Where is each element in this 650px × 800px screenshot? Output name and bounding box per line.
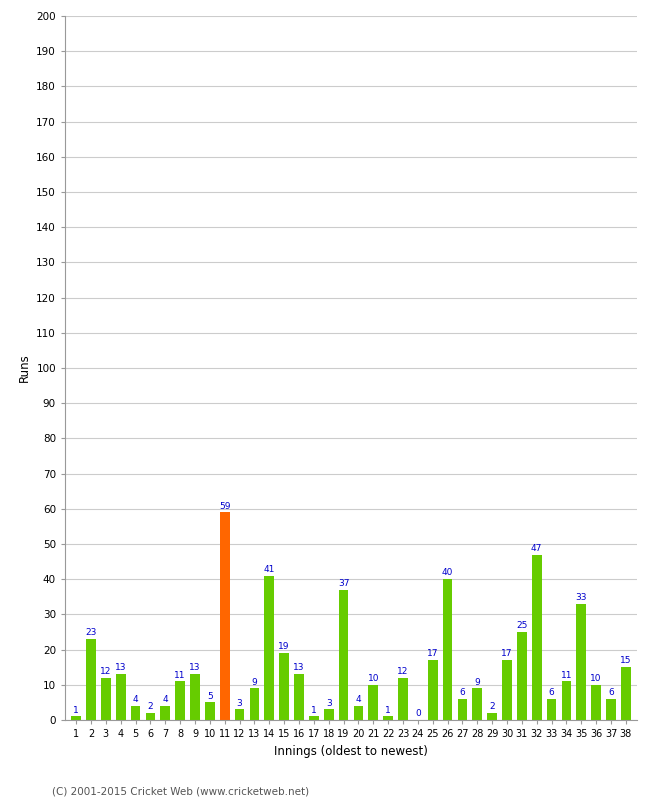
Bar xyxy=(146,713,155,720)
Bar xyxy=(280,653,289,720)
Text: 1: 1 xyxy=(311,706,317,714)
Bar xyxy=(86,639,96,720)
Text: 13: 13 xyxy=(115,663,127,673)
Text: 37: 37 xyxy=(338,579,349,588)
Bar xyxy=(339,590,348,720)
Text: 11: 11 xyxy=(561,670,572,679)
Text: 0: 0 xyxy=(415,710,421,718)
Text: 59: 59 xyxy=(219,502,231,510)
Bar xyxy=(443,579,452,720)
Text: 17: 17 xyxy=(501,650,513,658)
Text: 13: 13 xyxy=(293,663,305,673)
X-axis label: Innings (oldest to newest): Innings (oldest to newest) xyxy=(274,745,428,758)
Text: 9: 9 xyxy=(252,678,257,686)
Bar xyxy=(161,706,170,720)
Bar xyxy=(621,667,630,720)
Text: 4: 4 xyxy=(133,695,138,704)
Text: 11: 11 xyxy=(174,670,186,679)
Bar xyxy=(562,682,571,720)
Text: 3: 3 xyxy=(326,698,332,708)
Bar xyxy=(517,632,526,720)
Text: 3: 3 xyxy=(237,698,242,708)
Bar xyxy=(473,688,482,720)
Text: 2: 2 xyxy=(148,702,153,711)
Text: 6: 6 xyxy=(460,688,465,697)
Bar xyxy=(502,660,512,720)
Text: 6: 6 xyxy=(608,688,614,697)
Text: 40: 40 xyxy=(442,569,453,578)
Bar xyxy=(458,699,467,720)
Bar xyxy=(101,678,111,720)
Text: 15: 15 xyxy=(620,657,632,666)
Text: 10: 10 xyxy=(367,674,379,683)
Bar xyxy=(116,674,125,720)
Text: 47: 47 xyxy=(531,544,542,553)
Bar xyxy=(398,678,408,720)
Bar xyxy=(265,576,274,720)
Bar xyxy=(606,699,616,720)
Y-axis label: Runs: Runs xyxy=(18,354,31,382)
Bar xyxy=(532,554,541,720)
Bar xyxy=(235,710,244,720)
Bar xyxy=(592,685,601,720)
Bar xyxy=(176,682,185,720)
Text: 25: 25 xyxy=(516,622,528,630)
Bar xyxy=(309,717,318,720)
Text: 12: 12 xyxy=(100,667,112,676)
Text: 17: 17 xyxy=(427,650,439,658)
Bar xyxy=(324,710,333,720)
Text: 19: 19 xyxy=(278,642,290,651)
Bar xyxy=(384,717,393,720)
Bar xyxy=(428,660,437,720)
Bar xyxy=(205,702,214,720)
Bar xyxy=(547,699,556,720)
Text: 23: 23 xyxy=(85,628,97,638)
Bar xyxy=(577,604,586,720)
Text: 1: 1 xyxy=(385,706,391,714)
Bar xyxy=(369,685,378,720)
Bar xyxy=(250,688,259,720)
Text: 4: 4 xyxy=(356,695,361,704)
Bar xyxy=(72,717,81,720)
Text: 2: 2 xyxy=(489,702,495,711)
Text: (C) 2001-2015 Cricket Web (www.cricketweb.net): (C) 2001-2015 Cricket Web (www.cricketwe… xyxy=(52,786,309,796)
Text: 5: 5 xyxy=(207,692,213,701)
Bar xyxy=(190,674,200,720)
Text: 6: 6 xyxy=(549,688,554,697)
Text: 9: 9 xyxy=(474,678,480,686)
Text: 41: 41 xyxy=(264,565,275,574)
Text: 10: 10 xyxy=(590,674,602,683)
Text: 12: 12 xyxy=(397,667,409,676)
Text: 13: 13 xyxy=(189,663,201,673)
Bar xyxy=(220,512,229,720)
Text: 1: 1 xyxy=(73,706,79,714)
Text: 4: 4 xyxy=(162,695,168,704)
Bar xyxy=(354,706,363,720)
Text: 33: 33 xyxy=(575,593,587,602)
Bar xyxy=(131,706,140,720)
Bar xyxy=(294,674,304,720)
Bar xyxy=(488,713,497,720)
